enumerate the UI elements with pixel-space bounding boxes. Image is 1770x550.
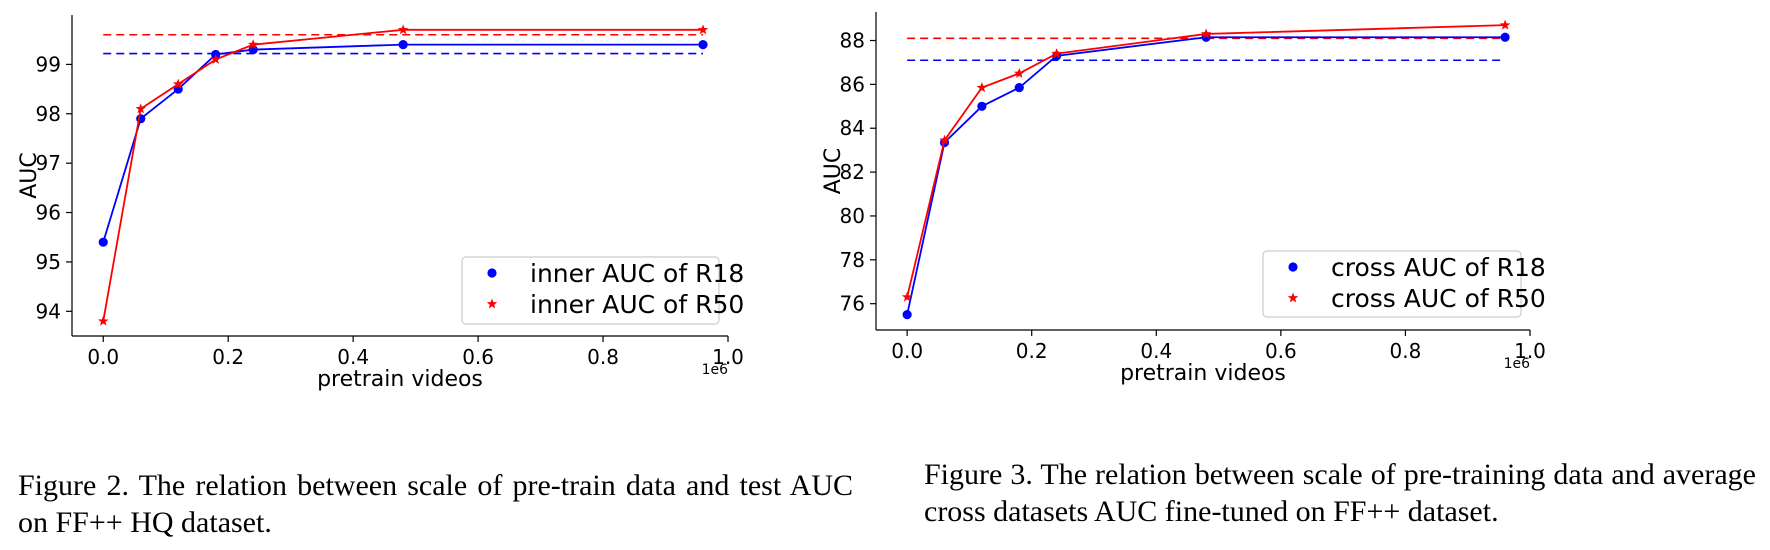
y-tick-label: 82 [840, 160, 865, 184]
x-tick-label: 0.0 [891, 339, 923, 363]
chart-cross-auc: 0.0 0.2 0.4 0.6 0.8 1.0 76 78 80 82 84 86 88 pretrain… [821, 12, 1546, 386]
data-point-star [210, 53, 221, 64]
y-tick-label: 80 [840, 204, 865, 228]
y-tick-label: 98 [36, 102, 61, 126]
x-tick-label: 0.6 [462, 345, 494, 369]
data-point-circle [698, 40, 708, 50]
x-tick-label: 0.2 [1016, 339, 1048, 363]
x-tick-label: 0.8 [1390, 339, 1422, 363]
y-tick-label: 95 [36, 250, 61, 274]
x-axis-label: pretrain videos [1120, 361, 1286, 386]
figure-3-caption: Figure 3. The relation between scale of … [924, 458, 1756, 528]
y-tick-label: 84 [840, 116, 865, 140]
legend-label: inner AUC of R50 [530, 290, 744, 319]
legend-marker-star [486, 298, 498, 309]
data-point-star [1014, 67, 1025, 78]
y-tick-label: 76 [840, 292, 865, 316]
legend-label: inner AUC of R18 [530, 259, 744, 288]
chart-inner-auc: 0.0 0.2 0.4 0.6 0.8 1.0 94 95 96 97 98 99 pretrain v… [17, 15, 744, 392]
figure-3: 0.0 0.2 0.4 0.6 0.8 1.0 76 78 80 82 84 86 88 pretrain… [821, 0, 1770, 550]
x-tick-label: 0.6 [1265, 339, 1297, 363]
data-point-star [172, 78, 184, 89]
x-tick-label: 1.0 [1514, 339, 1546, 363]
data-point-star [98, 315, 109, 326]
x-tick-label: 0.2 [212, 345, 244, 369]
figure-2-caption: Figure 2. The relation between scale of … [18, 469, 853, 539]
x-tick-label: 0.4 [337, 345, 369, 369]
legend-marker-circle [487, 268, 497, 278]
x-axis-label: pretrain videos [317, 367, 483, 392]
data-point-star [397, 24, 409, 35]
y-tick-label: 96 [36, 201, 61, 225]
x-offset-label: 1e6 [702, 362, 729, 378]
x-tick-label: 0.0 [87, 345, 119, 369]
y-tick-label: 94 [36, 299, 61, 323]
data-point-circle [977, 101, 987, 111]
legend-box [461, 256, 720, 325]
legend-label: cross AUC of R50 [1331, 284, 1546, 313]
data-point-circle [1500, 32, 1510, 42]
y-tick-label: 86 [840, 72, 865, 96]
legend-label: cross AUC of R18 [1331, 253, 1546, 282]
data-point-star [939, 134, 950, 145]
y-tick-label: 99 [36, 52, 61, 76]
data-point-star [697, 24, 709, 35]
y-axis-label: AUC [821, 148, 846, 195]
data-point-circle [398, 40, 408, 50]
data-point-star [1200, 28, 1212, 39]
y-tick-label: 97 [36, 151, 61, 175]
data-point-star [901, 291, 913, 302]
data-point-star [1499, 19, 1511, 30]
data-point-star [247, 39, 259, 50]
y-tick-label: 78 [840, 248, 865, 272]
legend-marker-circle [1288, 262, 1298, 272]
data-point-star [976, 82, 988, 93]
x-offset-label: 1e6 [1504, 356, 1531, 372]
legend-marker-star [1287, 292, 1299, 303]
data-point-circle [98, 237, 108, 247]
data-point-circle [902, 310, 912, 320]
figure-2: 0.0 0.2 0.4 0.6 0.8 1.0 94 95 96 97 98 99 pretrain v… [17, 15, 853, 539]
data-point-star [135, 103, 146, 114]
y-tick-label: 88 [840, 29, 865, 53]
plot-group: 0.0 0.2 0.4 0.6 0.8 1.0 76 78 80 82 84 86 88 pretrain… [821, 12, 1546, 386]
y-axis-label: AUC [17, 152, 42, 199]
data-point-circle [1014, 83, 1024, 93]
legend-box [1262, 250, 1522, 318]
x-tick-label: 0.4 [1140, 339, 1172, 363]
x-tick-label: 0.8 [587, 345, 619, 369]
x-tick-label: 1.0 [712, 345, 744, 369]
data-point-star [1051, 48, 1062, 59]
